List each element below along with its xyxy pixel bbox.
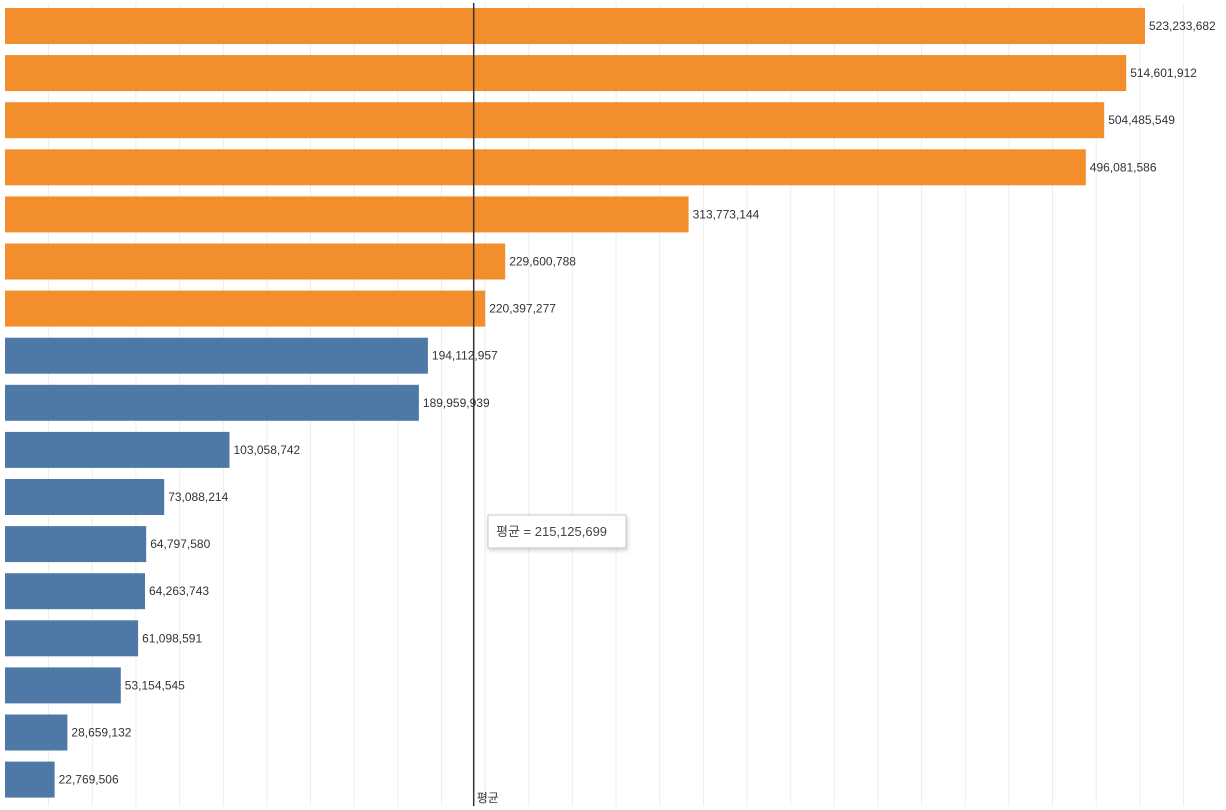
bar-value-label: 103,058,742	[234, 443, 301, 457]
bar-value-label: 220,397,277	[489, 302, 556, 316]
bar-value-label: 64,263,743	[149, 584, 209, 598]
tooltip-box	[487, 514, 627, 549]
bar-value-label: 73,088,214	[168, 490, 228, 504]
bar[interactable]	[5, 149, 1086, 186]
average-line-label: 평균	[477, 791, 499, 805]
bar[interactable]	[5, 526, 147, 563]
bar-value-label: 523,233,682	[1149, 19, 1216, 33]
bar[interactable]	[5, 573, 145, 610]
bar-value-label: 189,959,939	[423, 396, 490, 410]
bar-value-label: 61,098,591	[142, 631, 202, 645]
bar-value-label: 504,485,549	[1108, 113, 1175, 127]
bar-value-label: 229,600,788	[509, 255, 576, 269]
bar-value-label: 496,081,586	[1090, 160, 1157, 174]
bars	[5, 8, 1145, 798]
bar[interactable]	[5, 620, 139, 657]
bar[interactable]	[5, 337, 428, 374]
bar[interactable]	[5, 102, 1105, 139]
bar[interactable]	[5, 761, 55, 798]
bar[interactable]	[5, 243, 506, 280]
bar[interactable]	[5, 431, 230, 468]
bar-value-label: 313,773,144	[693, 207, 760, 221]
bar[interactable]	[5, 8, 1145, 44]
average-tooltip: 평균 = 215,125,699	[487, 514, 627, 549]
bar-value-label: 22,769,506	[59, 773, 119, 787]
bar-value-label: 53,154,545	[125, 678, 185, 692]
bar-value-label: 64,797,580	[150, 537, 210, 551]
bar[interactable]	[5, 384, 419, 421]
bar[interactable]	[5, 290, 486, 327]
tooltip-text: 평균 = 215,125,699	[496, 524, 607, 539]
value-labels: 523,233,682 514,601,912 504,485,549 496,081…	[59, 19, 1216, 787]
bar-value-label: 194,112,957	[432, 349, 498, 363]
bar[interactable]	[5, 196, 689, 233]
bar[interactable]	[5, 667, 121, 704]
bar-value-label: 514,601,912	[1130, 66, 1197, 80]
bar[interactable]	[5, 714, 68, 751]
bar-value-label: 28,659,132	[71, 726, 131, 740]
bar[interactable]	[5, 479, 165, 515]
bar[interactable]	[5, 55, 1127, 92]
